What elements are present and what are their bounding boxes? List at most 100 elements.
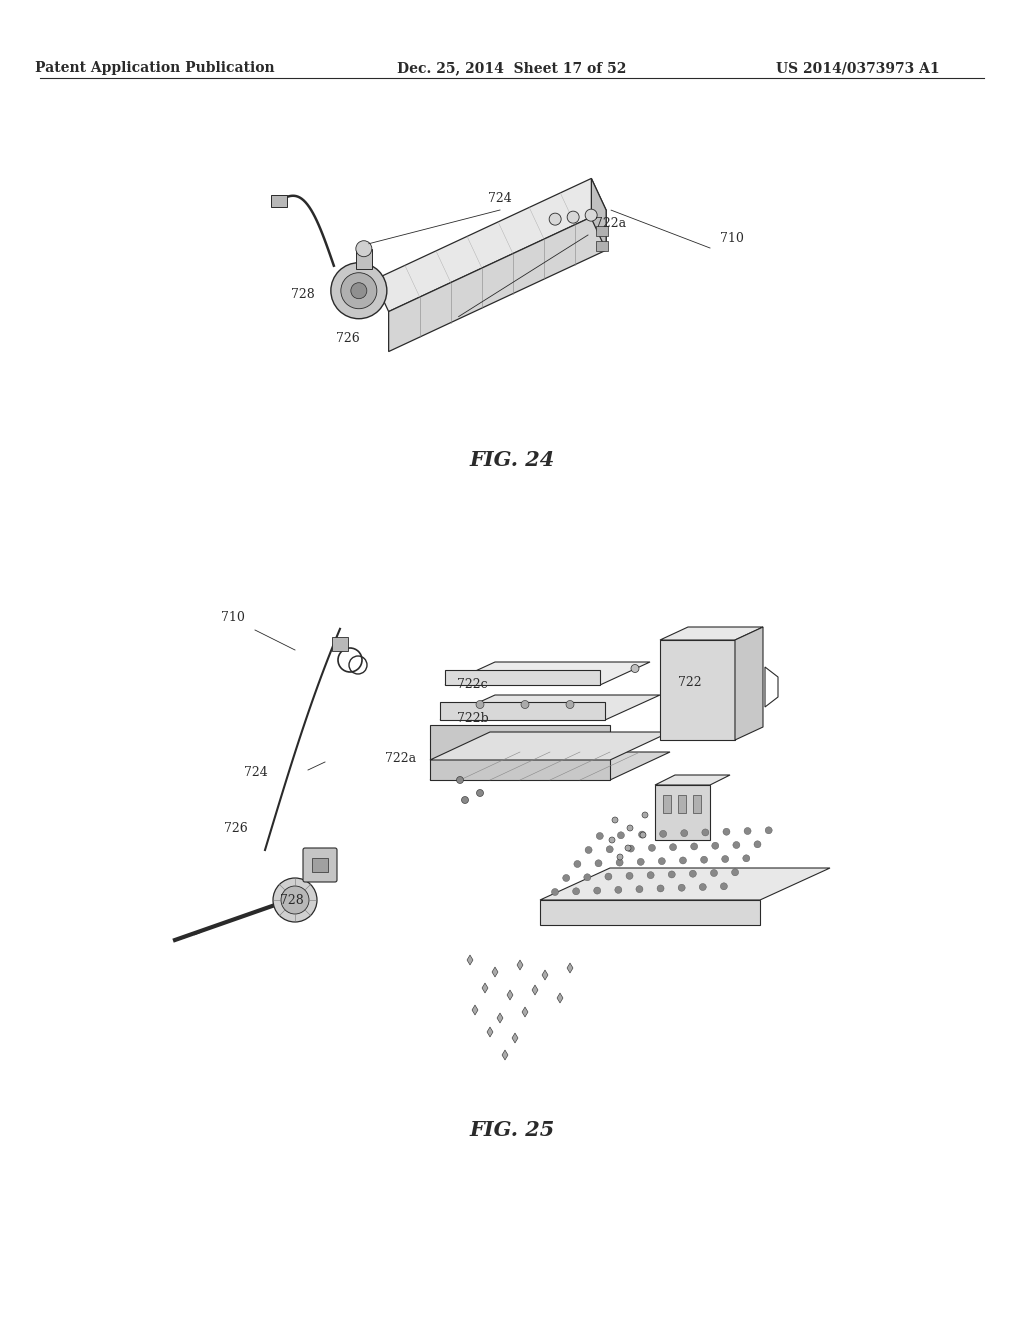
Polygon shape xyxy=(467,954,473,965)
Circle shape xyxy=(595,859,602,867)
Text: 726: 726 xyxy=(336,331,359,345)
Circle shape xyxy=(699,883,707,891)
Polygon shape xyxy=(374,178,606,312)
Circle shape xyxy=(614,886,622,894)
Text: Patent Application Publication: Patent Application Publication xyxy=(35,61,274,75)
Text: 726: 726 xyxy=(224,821,248,834)
Polygon shape xyxy=(389,210,606,351)
Circle shape xyxy=(457,776,464,784)
Circle shape xyxy=(606,846,613,853)
Polygon shape xyxy=(542,970,548,979)
Polygon shape xyxy=(445,671,600,685)
Circle shape xyxy=(585,846,592,854)
Circle shape xyxy=(733,842,740,849)
Text: 722a: 722a xyxy=(385,751,416,764)
Polygon shape xyxy=(660,640,735,741)
Circle shape xyxy=(712,842,719,849)
Text: 728: 728 xyxy=(281,894,304,907)
Text: Dec. 25, 2014  Sheet 17 of 52: Dec. 25, 2014 Sheet 17 of 52 xyxy=(397,61,627,75)
Circle shape xyxy=(584,874,591,880)
Bar xyxy=(312,858,328,873)
Circle shape xyxy=(658,858,666,865)
Circle shape xyxy=(640,832,646,838)
Circle shape xyxy=(281,886,309,913)
Polygon shape xyxy=(507,990,513,1001)
Text: US 2014/0373973 A1: US 2014/0373973 A1 xyxy=(776,61,940,75)
Circle shape xyxy=(594,887,601,894)
Bar xyxy=(356,248,372,269)
Circle shape xyxy=(596,833,603,840)
Circle shape xyxy=(754,841,761,847)
FancyBboxPatch shape xyxy=(303,847,337,882)
Text: 722c: 722c xyxy=(457,678,487,692)
Polygon shape xyxy=(522,1007,528,1016)
Circle shape xyxy=(462,796,469,804)
Polygon shape xyxy=(557,993,563,1003)
Text: 722: 722 xyxy=(678,676,701,689)
Circle shape xyxy=(657,884,664,892)
Circle shape xyxy=(659,830,667,837)
Circle shape xyxy=(356,240,372,256)
Circle shape xyxy=(689,870,696,878)
Polygon shape xyxy=(735,627,763,741)
Polygon shape xyxy=(430,725,610,780)
Circle shape xyxy=(612,817,618,822)
Circle shape xyxy=(642,812,648,818)
Polygon shape xyxy=(567,964,573,973)
Circle shape xyxy=(681,830,688,837)
Circle shape xyxy=(626,873,633,879)
Circle shape xyxy=(549,213,561,226)
Text: 722b: 722b xyxy=(457,711,488,725)
Circle shape xyxy=(637,858,644,866)
Polygon shape xyxy=(540,900,760,925)
Circle shape xyxy=(711,870,718,876)
Circle shape xyxy=(723,828,730,836)
Text: 728: 728 xyxy=(291,289,314,301)
Circle shape xyxy=(627,825,633,832)
Circle shape xyxy=(721,883,727,890)
Circle shape xyxy=(647,871,654,879)
Circle shape xyxy=(669,871,675,878)
Circle shape xyxy=(625,845,631,851)
Polygon shape xyxy=(445,663,650,685)
Text: 710: 710 xyxy=(221,611,245,624)
Text: 724: 724 xyxy=(488,191,512,205)
Circle shape xyxy=(563,874,569,882)
Text: 722a: 722a xyxy=(595,216,626,230)
Circle shape xyxy=(690,843,697,850)
Polygon shape xyxy=(517,960,523,970)
Circle shape xyxy=(678,884,685,891)
Polygon shape xyxy=(472,1005,478,1015)
Text: 724: 724 xyxy=(245,767,268,780)
Bar xyxy=(663,795,671,813)
Polygon shape xyxy=(482,983,488,993)
Circle shape xyxy=(609,837,615,843)
Circle shape xyxy=(765,826,772,834)
Polygon shape xyxy=(440,696,660,719)
Polygon shape xyxy=(596,242,608,251)
Bar xyxy=(678,795,686,813)
Polygon shape xyxy=(532,985,538,995)
Polygon shape xyxy=(596,227,608,236)
Circle shape xyxy=(617,832,625,838)
Circle shape xyxy=(700,857,708,863)
Polygon shape xyxy=(592,178,606,251)
Circle shape xyxy=(731,869,738,875)
Circle shape xyxy=(648,845,655,851)
Polygon shape xyxy=(540,869,830,900)
Polygon shape xyxy=(497,1012,503,1023)
Bar xyxy=(332,638,348,651)
Circle shape xyxy=(631,664,639,672)
Circle shape xyxy=(567,211,580,223)
Polygon shape xyxy=(660,627,763,640)
Circle shape xyxy=(744,828,751,834)
Circle shape xyxy=(566,701,574,709)
Bar xyxy=(270,195,287,207)
Bar xyxy=(693,795,701,813)
Polygon shape xyxy=(487,1027,493,1038)
Polygon shape xyxy=(502,1049,508,1060)
Circle shape xyxy=(476,789,483,796)
Circle shape xyxy=(639,832,645,838)
Circle shape xyxy=(552,888,558,895)
Text: FIG. 24: FIG. 24 xyxy=(469,450,555,470)
